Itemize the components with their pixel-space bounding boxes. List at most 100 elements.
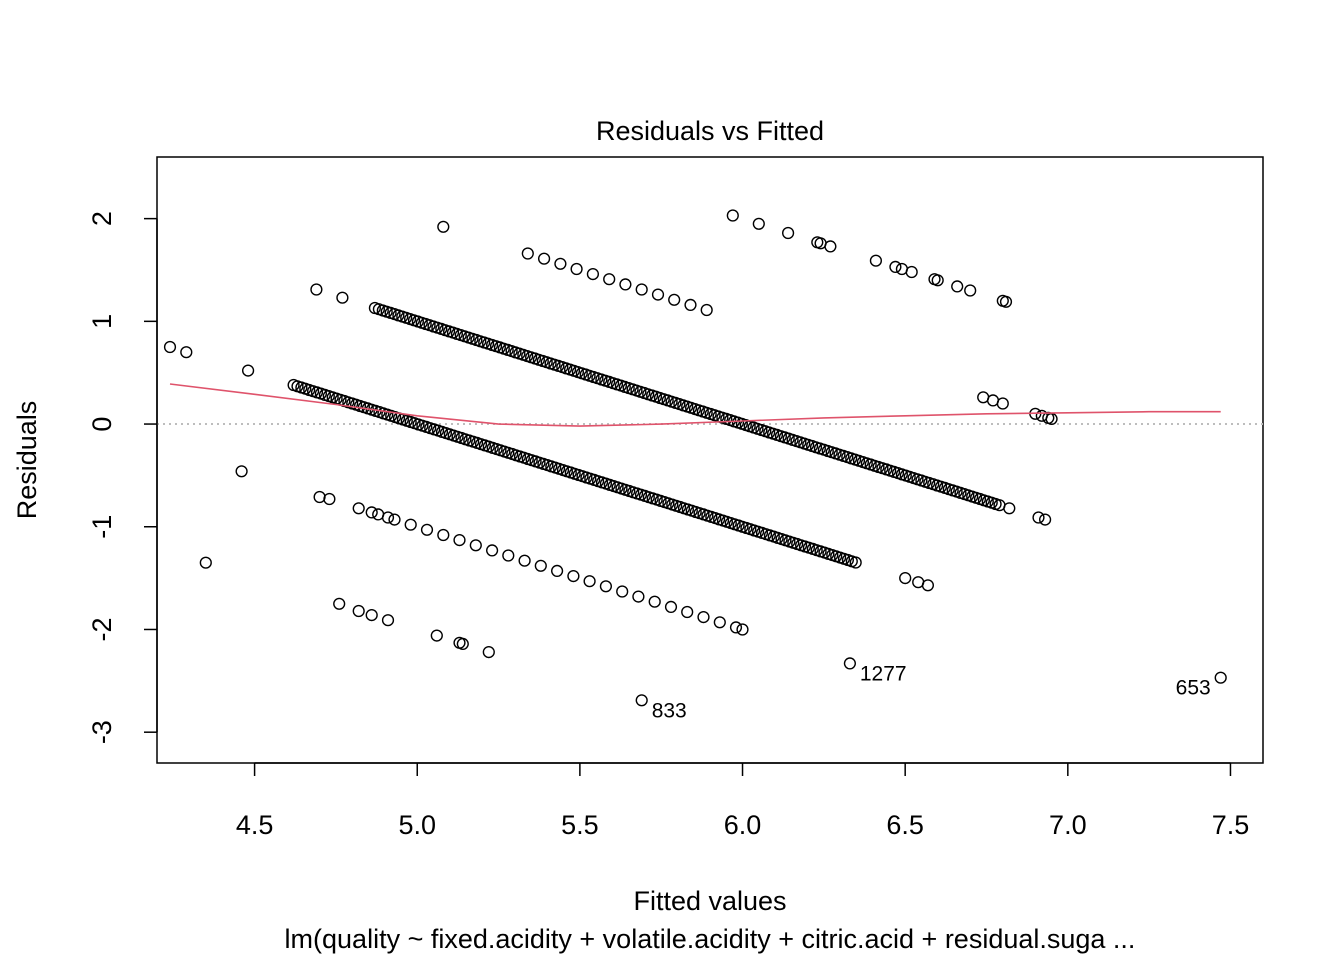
- data-point: [781, 226, 795, 240]
- data-point: [404, 518, 417, 531]
- data-point: [456, 637, 469, 651]
- data-point: [381, 511, 395, 524]
- data-point: [502, 549, 515, 562]
- data-point: [1003, 502, 1016, 515]
- data-point: [388, 513, 401, 526]
- point-label: 653: [1176, 677, 1211, 700]
- data-point: [453, 533, 466, 547]
- points-layer: [163, 209, 1227, 707]
- x-tick-label: 6.5: [886, 810, 924, 840]
- data-point: [537, 252, 551, 265]
- x-tick-label: 4.5: [236, 810, 274, 840]
- data-point: [899, 571, 912, 585]
- data-point: [469, 539, 482, 552]
- data-point: [843, 657, 857, 670]
- data-point: [586, 268, 600, 281]
- smoother-line: [169, 383, 1221, 427]
- data-point: [736, 623, 749, 636]
- data-point: [1214, 671, 1227, 684]
- y-tick-label: -2: [87, 617, 117, 641]
- data-point: [889, 260, 902, 274]
- point-labels: 833 1277 653: [652, 662, 1211, 722]
- data-point: [420, 523, 434, 536]
- data-point: [599, 580, 613, 593]
- x-axis: 4.5 5.0 5.5 6.0 6.5 7.0 7.5: [236, 762, 1250, 840]
- y-axis-label: Residuals: [12, 401, 42, 520]
- data-point: [713, 616, 726, 629]
- y-axis: -3 -2 -1 0 1 2: [87, 211, 158, 744]
- plot-frame: [156, 156, 1264, 764]
- x-tick-label: 5.0: [398, 810, 436, 840]
- data-point: [681, 605, 694, 619]
- data-point: [931, 274, 944, 287]
- data-point: [333, 597, 346, 610]
- data-point: [700, 303, 713, 317]
- data-point: [668, 293, 681, 306]
- data-point: [729, 621, 743, 634]
- data-point: [313, 490, 326, 504]
- data-point: [486, 544, 499, 557]
- x-tick-label: 6.0: [724, 810, 762, 840]
- data-point: [684, 298, 697, 312]
- data-point: [518, 554, 531, 567]
- data-point: [635, 283, 648, 296]
- data-point: [242, 364, 255, 377]
- point-label: 1277: [860, 662, 907, 685]
- y-tick-label: -1: [87, 515, 117, 539]
- data-point: [381, 614, 395, 627]
- y-tick-label: 0: [87, 417, 117, 432]
- data-point: [554, 257, 567, 270]
- data-point: [180, 346, 193, 359]
- data-point: [482, 645, 495, 659]
- data-point: [550, 564, 564, 578]
- data-point: [726, 209, 739, 222]
- data-point: [905, 265, 918, 279]
- data-point: [235, 465, 248, 478]
- data-point: [437, 220, 450, 233]
- data-point: [1038, 513, 1052, 526]
- data-point: [632, 590, 645, 603]
- data-point: [352, 502, 365, 515]
- data-point: [651, 288, 665, 301]
- data-point: [616, 585, 629, 598]
- data-point: [336, 291, 349, 304]
- x-tick-label: 5.5: [561, 810, 599, 840]
- data-point: [603, 273, 616, 286]
- chart-title: Residuals vs Fitted: [596, 116, 824, 146]
- x-tick-label: 7.0: [1049, 810, 1087, 840]
- data-point: [583, 575, 596, 588]
- data-point: [437, 528, 450, 542]
- data-point: [365, 506, 378, 519]
- data-point: [567, 569, 580, 583]
- model-caption: lm(quality ~ fixed.acidity + volatile.ac…: [285, 924, 1136, 954]
- data-point: [199, 556, 212, 569]
- data-point: [869, 254, 883, 267]
- data-point: [648, 595, 661, 608]
- data-point: [951, 280, 964, 293]
- y-tick-label: -3: [87, 720, 117, 744]
- y-tick-label: 2: [87, 211, 117, 226]
- data-point: [323, 492, 336, 506]
- point-label: 833: [652, 699, 687, 722]
- data-point: [635, 694, 648, 707]
- data-point: [619, 278, 632, 291]
- data-point: [163, 340, 177, 354]
- data-point: [570, 262, 583, 276]
- data-point: [964, 284, 977, 297]
- data-point: [310, 283, 323, 296]
- data-point: [752, 217, 765, 230]
- x-axis-label: Fitted values: [633, 886, 786, 916]
- data-point: [664, 600, 678, 614]
- data-point: [1032, 511, 1045, 524]
- data-point: [430, 629, 443, 642]
- data-point: [352, 604, 365, 618]
- data-point: [697, 610, 710, 624]
- data-point: [849, 556, 862, 569]
- x-tick-label: 7.5: [1212, 810, 1250, 840]
- y-tick-label: 1: [87, 314, 117, 329]
- data-point: [534, 559, 547, 572]
- data-point: [921, 579, 935, 592]
- data-point: [996, 397, 1009, 410]
- data-point: [365, 608, 378, 622]
